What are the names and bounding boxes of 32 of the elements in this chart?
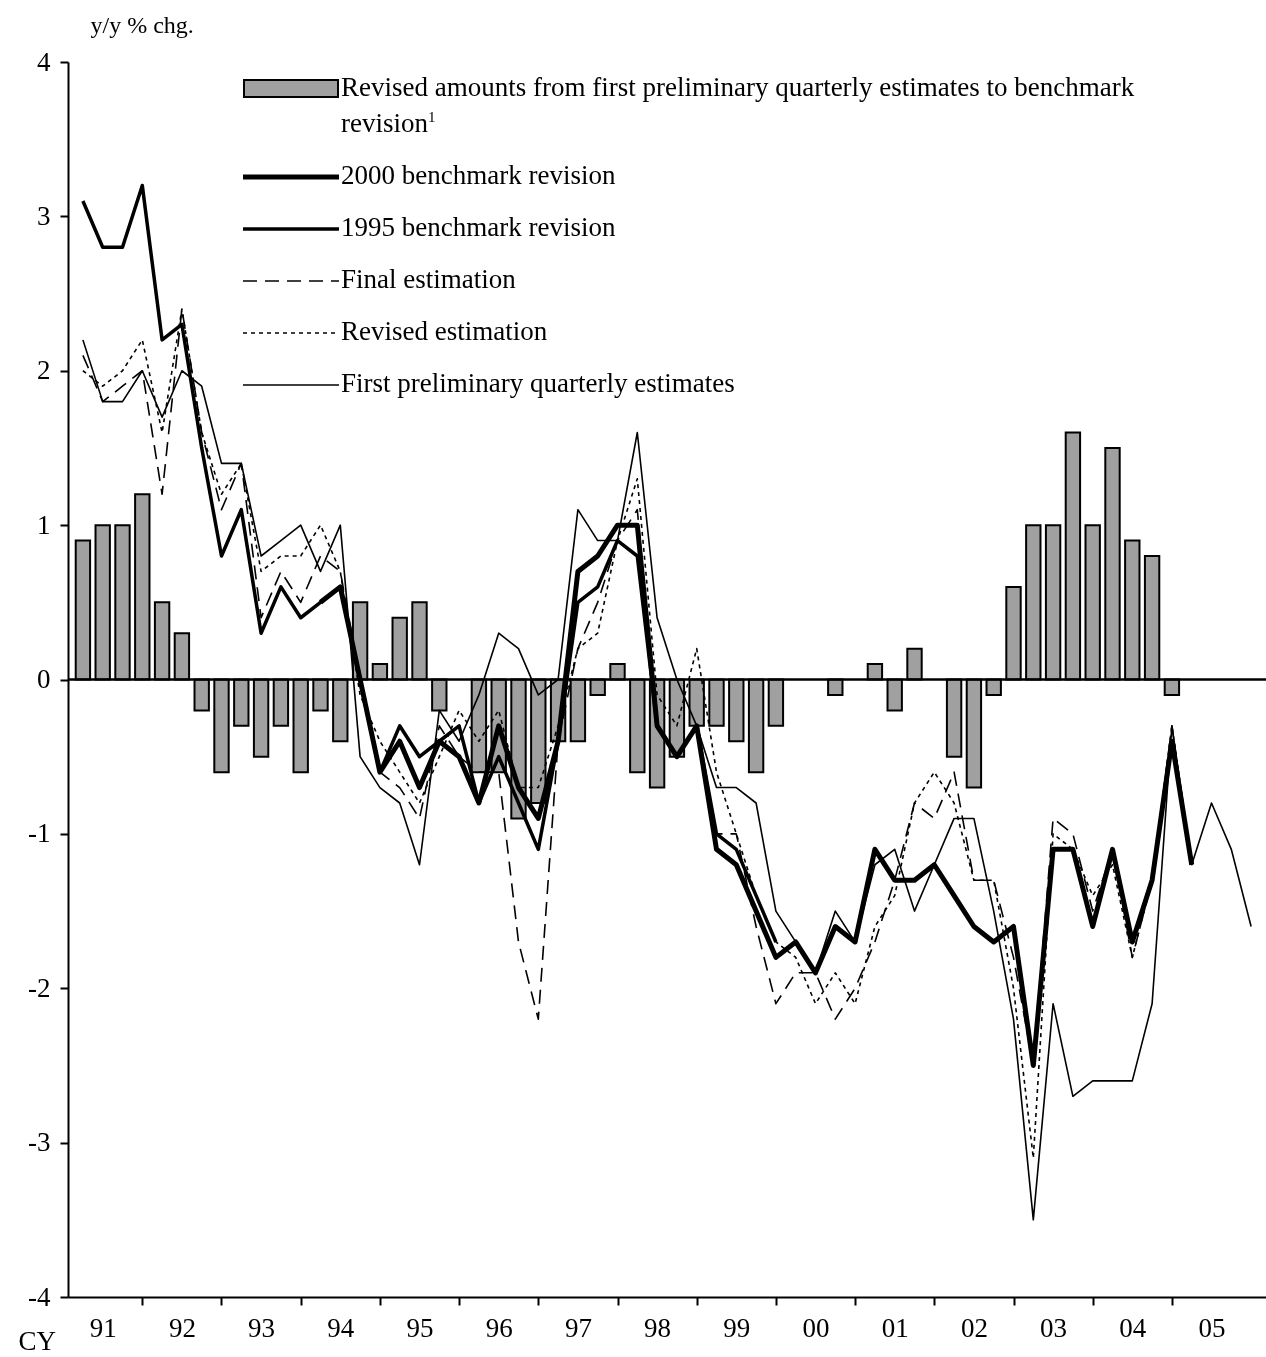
x-tick-label: 00 [802,1312,830,1343]
x-tick-label: 98 [644,1312,672,1343]
y-tick-label: -4 [28,1281,51,1312]
y-axis-title: y/y % chg. [90,11,194,38]
x-tick-label: 93 [248,1312,276,1343]
legend-label: First preliminary quarterly estimates [341,368,735,398]
x-tick-label: 02 [960,1312,988,1343]
x-tick-label: 97 [564,1312,592,1343]
y-tick-label: 3 [37,200,51,231]
x-tick-label: 92 [168,1312,196,1343]
x-tick-label: 94 [327,1312,355,1343]
y-tick-label: 2 [37,355,51,386]
x-tick-label: 95 [406,1312,434,1343]
y-tick-label: -2 [28,972,51,1003]
legend-label: 1995 benchmark revision [341,212,616,242]
x-tick-label: 91 [89,1312,117,1343]
y-tick-label: 4 [37,46,51,77]
y-tick-label: -1 [28,818,51,849]
y-tick-label: 0 [37,664,51,694]
x-tick-label: 04 [1119,1312,1147,1343]
legend-label: Revised estimation [341,316,548,346]
legend-label: Final estimation [341,264,516,294]
x-tick-label: 99 [723,1312,751,1343]
y-tick-label: 1 [37,509,51,540]
y-tick-label: -3 [28,1127,51,1158]
x-tick-label: 01 [881,1312,909,1343]
x-tick-label: 96 [485,1312,513,1343]
x-tick-label: 03 [1040,1312,1068,1343]
legend-label: 2000 benchmark revision [341,160,616,190]
x-axis-title: CY [18,1325,57,1356]
legend-label: Revised amounts from first preliminary quarterly estimates to benchmark revision$^{1}$ [341,72,1136,138]
x-tick-label: 05 [1198,1312,1226,1343]
